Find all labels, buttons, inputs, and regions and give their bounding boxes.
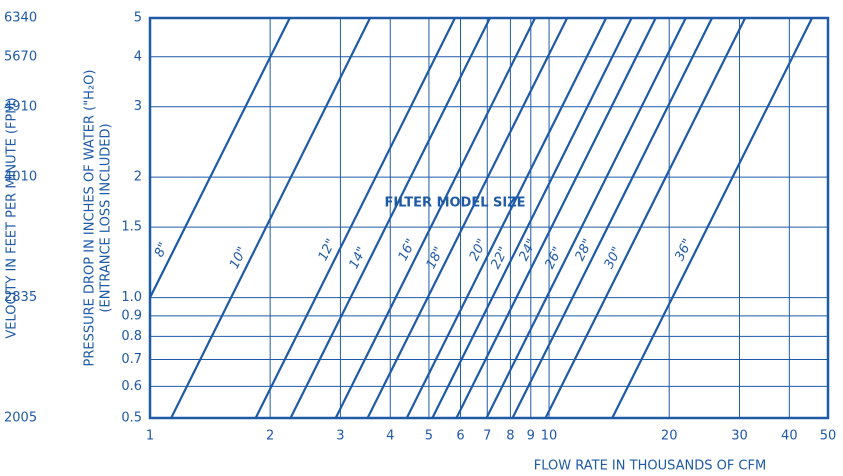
filter-line xyxy=(511,18,713,418)
y-tick-label: 1.0 xyxy=(121,290,142,305)
filter-line xyxy=(366,18,569,418)
filter-line xyxy=(170,18,372,418)
y2-tick-label: 2005 xyxy=(4,411,37,426)
x-tick-label: 4 xyxy=(386,429,394,444)
x-tick-label: 10 xyxy=(541,429,558,444)
y2-tick-label: 4010 xyxy=(4,170,37,185)
x-tick-label: 2 xyxy=(266,429,274,444)
filter-line xyxy=(431,18,633,418)
filter-line xyxy=(544,18,747,418)
x-tick-label: 5 xyxy=(425,429,433,444)
y-tick-label: 0.5 xyxy=(121,411,142,426)
x-tick-label: 50 xyxy=(820,429,837,444)
filter-line xyxy=(334,18,536,418)
x-tick-label: 20 xyxy=(661,429,678,444)
filter-line xyxy=(254,18,456,418)
x-tick-label: 30 xyxy=(731,429,748,444)
y2-tick-label: 4910 xyxy=(4,99,37,114)
filter-line xyxy=(455,18,657,418)
y-tick-label: 0.7 xyxy=(121,352,142,367)
filter-line xyxy=(405,18,608,418)
y2-tick-label: 2835 xyxy=(4,290,37,305)
x-tick-label: 40 xyxy=(781,429,798,444)
y-tick-label: 3 xyxy=(134,99,142,114)
x-tick-label: 7 xyxy=(483,429,491,444)
y-axis-label: PRESSURE DROP IN INCHES OF WATER ("H₂O) xyxy=(83,70,98,367)
y-axis-note: (ENTRANCE LOSS INCLUDED) xyxy=(99,123,114,312)
y2-tick-label: 6340 xyxy=(4,11,37,26)
y-tick-label: 0.6 xyxy=(121,379,142,394)
x-tick-label: 8 xyxy=(506,429,514,444)
plot-frame xyxy=(148,16,830,420)
x-axis-label: FLOW RATE IN THOUSANDS OF CFM xyxy=(534,459,766,474)
y-tick-label: 0.8 xyxy=(121,329,142,344)
x-tick-label: 9 xyxy=(527,429,535,444)
y2-axis-label: VELOCITY IN FEET PER MINUTE (FPM) xyxy=(5,97,20,338)
filter-line xyxy=(485,18,687,418)
x-tick-label: 3 xyxy=(336,429,344,444)
y-tick-label: 2 xyxy=(134,170,142,185)
filter-line xyxy=(150,18,291,299)
x-tick-label: 1 xyxy=(146,429,154,444)
y-tick-label: 4 xyxy=(134,49,142,64)
filter-line xyxy=(289,18,491,418)
filter-line xyxy=(611,18,814,418)
annotation: FILTER MODEL SIZE xyxy=(384,196,525,211)
x-tick-label: 6 xyxy=(456,429,464,444)
y-tick-label: 0.9 xyxy=(121,308,142,323)
series-group xyxy=(150,18,814,418)
y-tick-label: 5 xyxy=(134,11,142,26)
series-label: 8" xyxy=(152,240,172,259)
y-tick-label: 1.5 xyxy=(121,220,142,235)
y2-tick-label: 5670 xyxy=(4,49,37,64)
